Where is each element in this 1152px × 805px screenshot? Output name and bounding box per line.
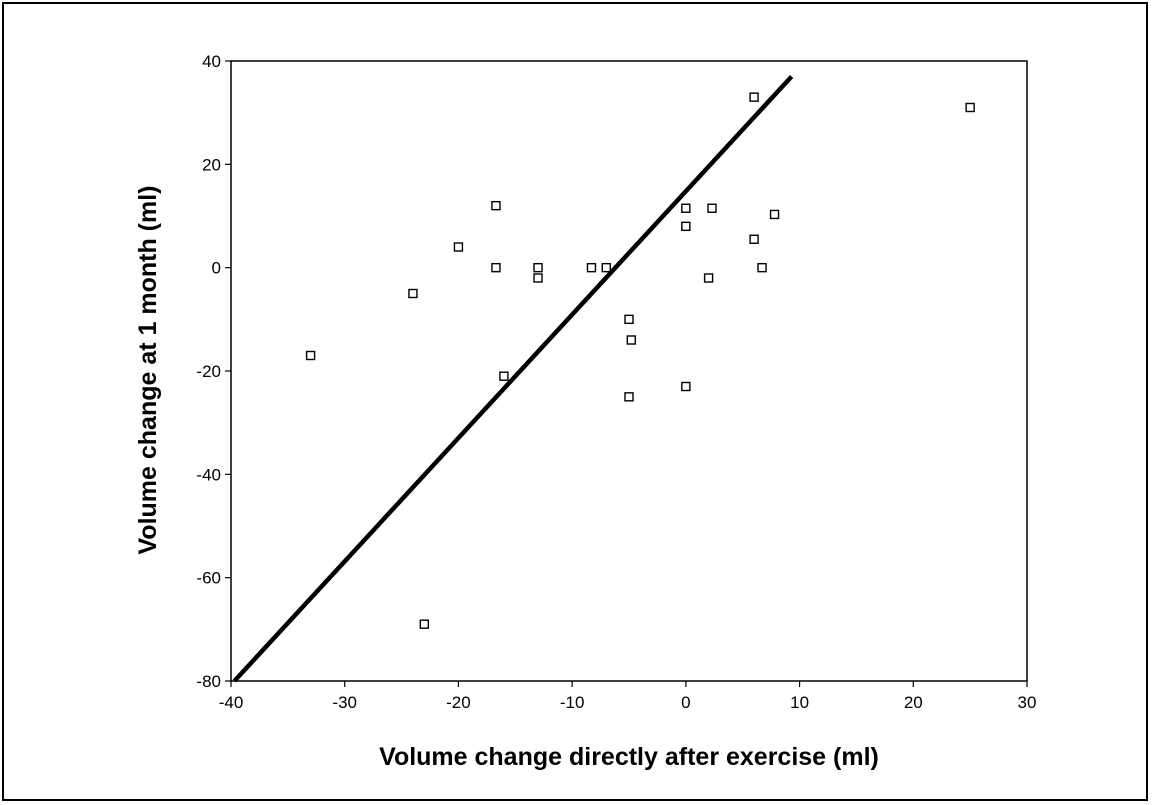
data-point: [626, 335, 636, 345]
x-tick-label: -10: [560, 693, 585, 712]
data-point: [757, 262, 767, 273]
y-tick-label: 0: [212, 259, 221, 278]
reference-lines: [232, 74, 794, 683]
data-point: [681, 203, 691, 213]
data-point: [703, 273, 714, 283]
data-point: [681, 221, 691, 232]
y-axis-title: Volume change at 1 month (ml): [134, 185, 162, 554]
data-point: [707, 203, 717, 213]
x-tick-label: 0: [681, 693, 690, 712]
plot-area: [230, 60, 1028, 682]
data-point: [305, 350, 316, 361]
y-tick-label: -20: [196, 362, 221, 381]
data-point: [624, 392, 634, 402]
x-tick-label: 10: [790, 693, 809, 712]
y-tick-label: -40: [196, 465, 221, 484]
data-point: [681, 381, 691, 392]
data-point: [491, 200, 501, 211]
data-point: [533, 262, 543, 273]
x-tick-label: -20: [446, 693, 471, 712]
data-point: [965, 102, 975, 113]
y-tick-label: -80: [196, 672, 221, 691]
data-point: [769, 209, 780, 220]
x-tick-label: 20: [904, 693, 923, 712]
data-point: [601, 262, 611, 273]
data-point: [749, 92, 759, 102]
x-tick-label: 30: [1018, 693, 1037, 712]
x-tick-label: -40: [219, 693, 244, 712]
data-point: [586, 262, 597, 273]
data-markers: [305, 92, 975, 629]
data-point: [408, 288, 418, 299]
y-tick-label: 40: [202, 52, 221, 71]
data-point: [453, 242, 464, 252]
y-axis: -80 -60 -40 -20 0 20 40: [196, 52, 231, 691]
data-point: [499, 371, 509, 381]
data-point: [749, 234, 759, 244]
y-tick-label: 20: [202, 155, 221, 174]
data-point: [533, 273, 543, 283]
data-point: [491, 262, 501, 273]
data-point: [419, 619, 430, 629]
data-point: [624, 314, 634, 325]
reference-line: [232, 74, 794, 683]
plot-area-border: [230, 60, 1028, 682]
x-tick-label: -30: [332, 693, 357, 712]
x-axis: -40 -30 -20 -10 0 10 20 30: [219, 681, 1037, 712]
y-tick-label: -60: [196, 569, 221, 588]
x-axis-title: Volume change directly after exercise (m…: [379, 743, 879, 771]
